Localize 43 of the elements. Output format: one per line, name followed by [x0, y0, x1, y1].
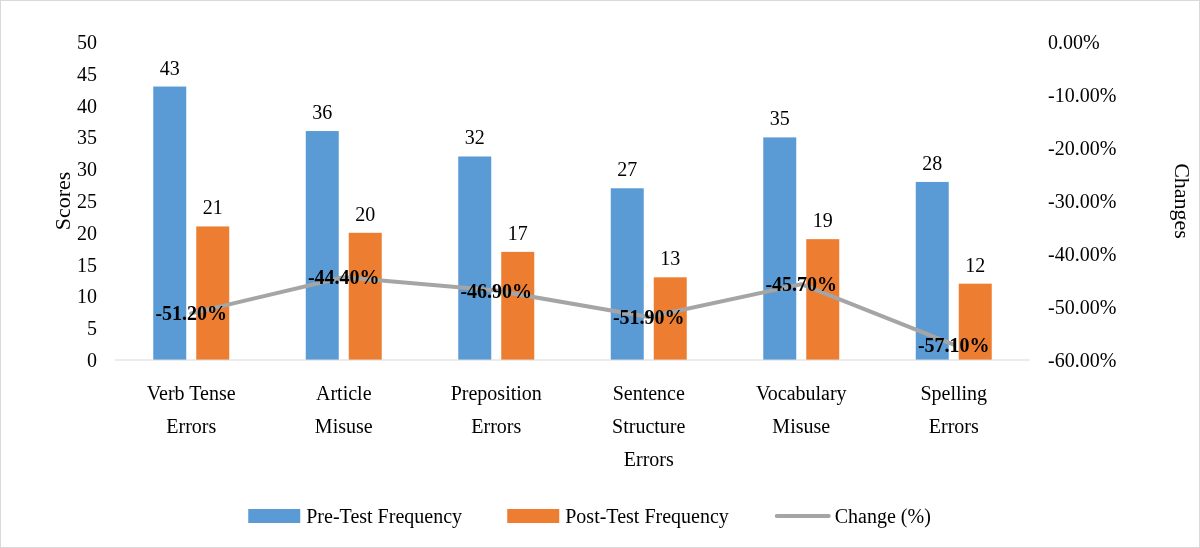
data-label: 35 [769, 107, 790, 130]
data-label: 19 [812, 209, 833, 232]
x-tick-label: Verb Tense Errors [146, 382, 236, 437]
x-tick-label: Vocabulary Misuse [755, 382, 847, 437]
y-tick-label: 40 [77, 94, 97, 117]
y2-tick-label: -40.00% [1048, 243, 1117, 265]
y2-tick-label: 0.00% [1048, 31, 1100, 53]
y2-tick-label: -20.00% [1048, 137, 1117, 159]
y-tick-label: 20 [77, 221, 97, 244]
legend-label: Post-Test Frequency [565, 505, 729, 528]
data-label: -57.10% [917, 333, 990, 356]
legend-label: Change (%) [834, 505, 931, 528]
data-label: 12 [965, 253, 986, 276]
data-label: 43 [159, 56, 180, 79]
data-label: 28 [922, 151, 943, 174]
legend-label: Pre-Test Frequency [306, 505, 463, 528]
y2-tick-label: -60.00% [1048, 349, 1117, 371]
y-axis-title: Scores [50, 171, 75, 231]
y2-tick-label: -50.00% [1048, 296, 1117, 318]
data-label: 32 [464, 126, 485, 149]
y-tick-label: 15 [77, 253, 97, 276]
y2-tick-label: -10.00% [1048, 84, 1117, 106]
y2-tick-label: -30.00% [1048, 190, 1117, 212]
y-tick-label: 45 [77, 62, 97, 85]
data-label: 17 [507, 221, 528, 244]
data-label: 36 [312, 101, 333, 124]
y-tick-label: 0 [87, 349, 97, 371]
y-tick-label: 25 [77, 190, 97, 212]
data-label: -44.40% [307, 266, 380, 289]
data-label: 27 [617, 158, 638, 181]
x-tick-label: Article Misuse [314, 382, 373, 437]
y-tick-label: 30 [77, 158, 97, 181]
y-tick-label: 50 [77, 31, 97, 53]
data-label: 13 [660, 247, 681, 270]
y-tick-label: 35 [77, 126, 97, 149]
y-tick-label: 10 [77, 285, 97, 308]
y2-axis-title: Changes [1170, 163, 1195, 239]
y-tick-label: 5 [87, 317, 97, 340]
data-label: 20 [355, 202, 376, 225]
x-tick-label: Sentence Structure Errors [612, 382, 686, 470]
x-tick-label: Spelling Errors [920, 382, 988, 437]
data-label: 21 [202, 196, 223, 219]
x-tick-label: Preposition Errors [450, 382, 542, 437]
